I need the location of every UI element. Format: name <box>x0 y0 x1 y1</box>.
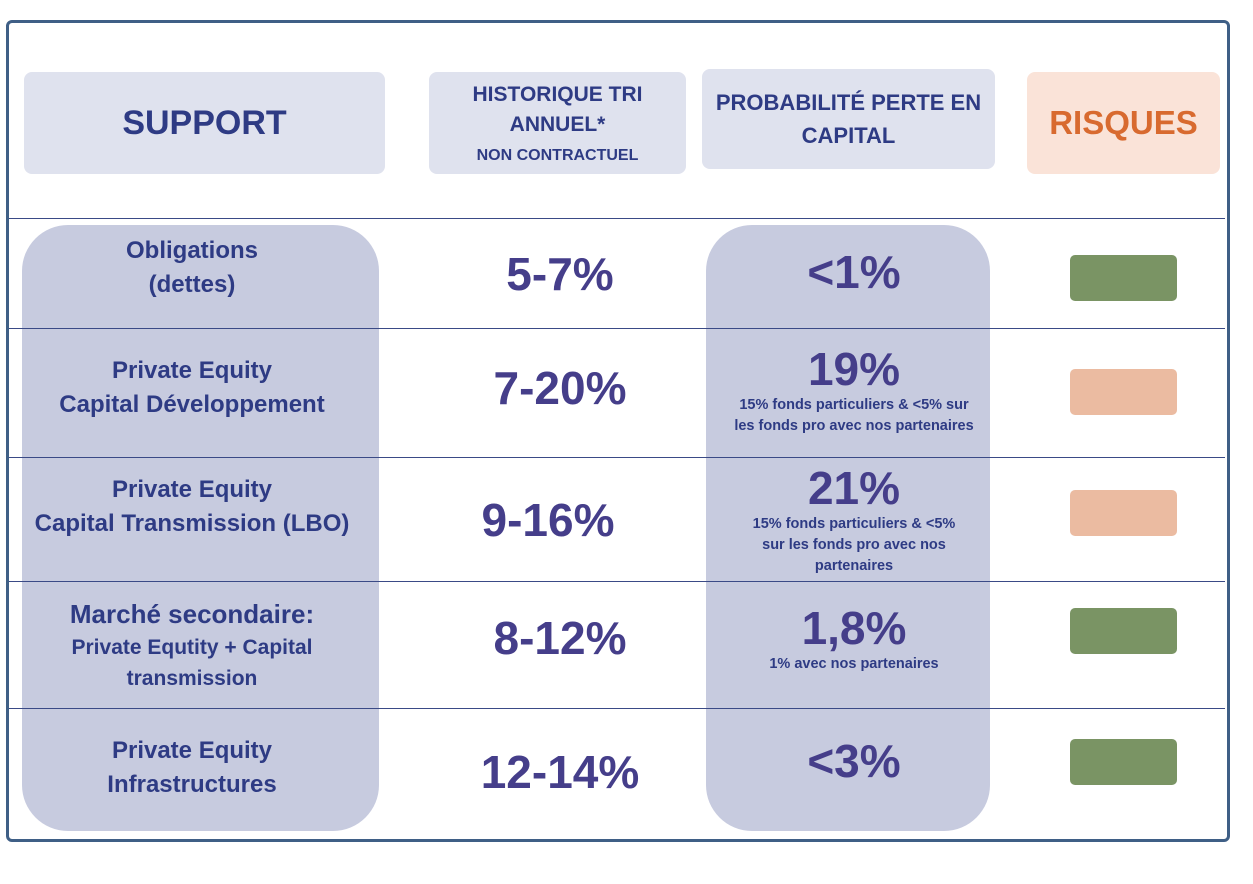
support-cell: Marché secondaire: Private Equtity + Cap… <box>10 582 374 708</box>
probability-value: 1,8% <box>801 602 907 654</box>
header-tri-line1: HISTORIQUE TRI <box>472 83 643 106</box>
support-line: Infrastructures <box>107 771 277 798</box>
header-tri-subtitle: NON CONTRACTUEL <box>476 147 639 164</box>
probability-value: <1% <box>807 246 901 298</box>
table-row: Private Equity Capital Transmission (LBO… <box>0 458 1253 581</box>
tri-text: 8-12% <box>493 612 627 664</box>
tri-value: 12-14% <box>430 709 690 835</box>
probability-cell: <1% <box>706 219 1002 325</box>
header-prob-line1: PROBABILITÉ PERTE EN <box>715 90 982 115</box>
probability-value: 19% <box>807 343 901 395</box>
support-line: Capital Développement <box>59 390 325 418</box>
probability-note: partenaires <box>814 558 894 574</box>
header-risques: RISQUES <box>1027 72 1220 174</box>
probability-cell: 1,8% 1% avec nos partenaires <box>706 602 1002 682</box>
support-line: Obligations <box>126 237 258 264</box>
row-divider <box>9 218 1225 219</box>
risk-indicator <box>1070 739 1177 785</box>
support-column-background <box>22 225 379 831</box>
row-divider <box>9 708 1225 709</box>
probability-value: <3% <box>807 735 901 787</box>
support-line: Capital Transmission (LBO) <box>34 510 350 537</box>
probability-cell: 19% 15% fonds particuliers & <5% sur les… <box>706 343 1002 453</box>
probability-note: sur les fonds pro avec nos <box>762 537 946 553</box>
risk-indicator <box>1070 608 1177 654</box>
table-row: Obligations (dettes) 5-7% <1% <box>0 219 1253 328</box>
header-risk-label: RISQUES <box>1049 104 1198 141</box>
risk-indicator <box>1070 255 1177 301</box>
table-row: Private Equity Infrastructures 12-14% <3… <box>0 709 1253 831</box>
row-divider <box>9 457 1225 458</box>
probability-cell: 21% 15% fonds particuliers & <5% sur les… <box>706 462 1002 580</box>
probability-value: 21% <box>807 462 901 514</box>
risk-indicator <box>1070 369 1177 415</box>
row-divider <box>9 328 1225 329</box>
support-line: Private Equtity + Capital <box>71 636 313 659</box>
header-historique-tri: HISTORIQUE TRI ANNUEL* NON CONTRACTUEL <box>429 72 686 174</box>
support-cell: Private Equity Capital Transmission (LBO… <box>10 458 374 556</box>
header-support: SUPPORT <box>24 72 385 174</box>
probability-cell: <3% <box>706 709 1002 813</box>
header-support-label: SUPPORT <box>122 103 287 142</box>
tri-text: 5-7% <box>506 247 614 300</box>
probability-note: les fonds pro avec nos partenaires <box>734 418 974 434</box>
table-row: Marché secondaire: Private Equtity + Cap… <box>0 582 1253 708</box>
probability-note: 15% fonds particuliers & <5% <box>752 516 956 532</box>
tri-value: 8-12% <box>430 582 690 694</box>
tri-text: 7-20% <box>493 362 627 414</box>
tri-value: 5-7% <box>430 219 690 328</box>
probability-note: 15% fonds particuliers & <5% sur <box>739 397 969 413</box>
table-row: Private Equity Capital Développement 7-2… <box>0 329 1253 457</box>
support-line: (dettes) <box>148 271 236 298</box>
row-divider <box>9 581 1225 582</box>
support-line: Private Equity <box>111 737 273 764</box>
header-prob-line2: CAPITAL <box>801 123 896 148</box>
support-cell: Private Equity Capital Développement <box>10 329 374 446</box>
support-line: Private Equity <box>111 356 273 384</box>
risk-indicator <box>1070 490 1177 536</box>
support-line: Private Equity <box>111 476 273 503</box>
probability-note: 1% avec nos partenaires <box>769 656 939 672</box>
header-probabilite: PROBABILITÉ PERTE EN CAPITAL <box>702 69 995 169</box>
header-tri-line2: ANNUEL* <box>509 113 606 136</box>
probability-column-background <box>706 225 990 831</box>
tri-value: 9-16% <box>418 458 678 582</box>
tri-text: 9-16% <box>481 494 615 546</box>
support-line: Marché secondaire: <box>69 599 315 629</box>
support-cell: Obligations (dettes) <box>10 219 374 317</box>
support-cell: Private Equity Infrastructures <box>10 709 374 827</box>
tri-text: 12-14% <box>480 746 640 798</box>
tri-value: 7-20% <box>430 329 690 447</box>
support-line: transmission <box>126 667 258 690</box>
